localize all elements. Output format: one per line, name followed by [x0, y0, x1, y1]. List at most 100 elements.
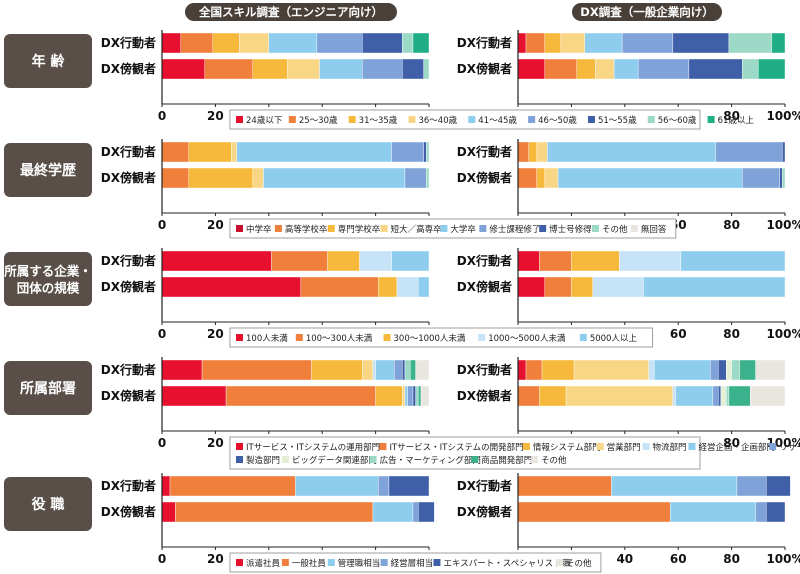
- section-label-box: [4, 143, 92, 197]
- legend-swatch: [688, 443, 696, 450]
- legend-swatch: [522, 443, 530, 450]
- legend-label: 博士号修得: [549, 224, 592, 235]
- bar-segment: [252, 167, 264, 189]
- legend-swatch: [295, 334, 303, 341]
- bar-segment: [728, 32, 772, 54]
- panel-dx-survey: DX行動者DX傍観者020406080100%: [457, 248, 800, 341]
- bar-segment: [715, 141, 783, 163]
- legend-label: ビッグデータ関連部門: [292, 455, 377, 466]
- x-tick-label: 80: [723, 436, 740, 450]
- legend-label: 24歳以下: [246, 115, 283, 126]
- bar-segment: [517, 359, 527, 381]
- legend-label: 100人未満: [246, 333, 288, 344]
- bar-segment: [188, 167, 253, 189]
- legend-label: 製造部門: [246, 455, 280, 466]
- panel-dx-survey: DX行動者DX傍観者020406080100%: [457, 30, 800, 123]
- row-label: DX行動者: [457, 35, 512, 50]
- bar-segment: [295, 475, 379, 497]
- bar-segment: [410, 359, 416, 381]
- bar-segment: [378, 276, 398, 298]
- bar-segment: [359, 250, 392, 272]
- legend-swatch: [647, 116, 655, 123]
- bar-segment: [225, 385, 376, 407]
- legend-label: 1000～5000人未満: [488, 333, 566, 344]
- row-label: DX行動者: [457, 362, 512, 377]
- panel-skill-survey: DX行動者DX傍観者020406080100%: [101, 30, 448, 123]
- bar-segment: [404, 385, 408, 407]
- legend-label: 100～300人未満: [306, 333, 373, 344]
- legend: ITサービス・ITシステムの運用部門 ITサービス・ITシステムの開発部門 情報シス…: [229, 436, 800, 470]
- bar-segment: [161, 32, 181, 54]
- bar-segment: [672, 385, 676, 407]
- legend-label: エキスパート・スペシャリスト職: [443, 559, 570, 569]
- legend-label: 46～50歳: [538, 115, 577, 126]
- section-label-box: [4, 361, 92, 415]
- legend-swatch: [236, 443, 243, 450]
- bar-segment: [161, 475, 171, 497]
- right-title: DX調査（一般企業向け）: [580, 5, 713, 19]
- legend-label: 経営企画・企画部門: [698, 442, 775, 453]
- legend-swatch: [236, 559, 243, 566]
- legend-swatch: [630, 225, 638, 232]
- section-3: 所属する企業・団体の規模DX行動者DX傍観者020406080100%DX行動者…: [4, 248, 800, 348]
- bar-segment: [404, 167, 427, 189]
- legend-swatch: [579, 334, 587, 341]
- bar-segment: [372, 359, 376, 381]
- legend-label: 営業部門: [607, 442, 641, 453]
- bar-segment: [525, 359, 543, 381]
- legend-label: 一般社員: [292, 558, 327, 569]
- legend-swatch: [596, 443, 604, 450]
- bar-segment: [643, 276, 786, 298]
- bar-segment: [680, 250, 786, 272]
- bar-segment: [517, 385, 540, 407]
- section-2: 最終学歴DX行動者DX傍観者020406080100%DX行動者DX傍観者020…: [4, 139, 800, 239]
- section-5: 役 職DX行動者DX傍観者020406080100%DX行動者DX傍観者0204…: [4, 473, 800, 573]
- row-label: DX傍観者: [101, 170, 156, 185]
- bar-segment: [648, 359, 655, 381]
- bar-segment: [394, 359, 403, 381]
- legend-label: 61歳以上: [718, 115, 755, 126]
- x-tick-label: 0: [158, 552, 166, 566]
- x-tick-label: 80: [723, 109, 740, 123]
- row-label: DX傍観者: [101, 279, 156, 294]
- legend-label: 大学卒: [450, 224, 476, 235]
- legend-swatch: [236, 456, 243, 463]
- bar-segment: [407, 385, 414, 407]
- legend-swatch: [379, 443, 387, 450]
- bar-segment: [726, 385, 730, 407]
- legend-label: 300～1000人未満: [394, 333, 466, 344]
- legend-swatch: [327, 225, 335, 232]
- bar-segment: [316, 32, 363, 54]
- legend-swatch: [433, 559, 441, 566]
- bar-segment: [161, 250, 272, 272]
- bar-segment: [766, 475, 791, 497]
- panel-dx-survey: DX行動者DX傍観者020406080100%: [457, 139, 800, 232]
- bar-segment: [236, 141, 392, 163]
- bar-segment: [544, 32, 561, 54]
- section-label-text: 所属する企業・: [4, 264, 92, 279]
- legend-label: リサーチ・コンサル部門: [779, 442, 800, 453]
- bar-segment: [619, 250, 682, 272]
- bar-segment: [621, 32, 674, 54]
- bar-segment: [720, 385, 727, 407]
- legend-swatch: [539, 225, 547, 232]
- row-label: DX行動者: [101, 253, 156, 268]
- x-tick-label: 100%: [766, 552, 800, 566]
- legend-label: 経営層相当: [391, 558, 434, 569]
- bar-segment: [592, 276, 644, 298]
- bar-segment: [637, 58, 690, 80]
- x-tick-label: 40: [616, 552, 633, 566]
- legend-swatch: [592, 225, 600, 232]
- section-1: 年 齢DX行動者DX傍観者020406080100%DX行動者DX傍観者0204…: [4, 30, 800, 130]
- legend-label: 5000人以上: [590, 334, 638, 344]
- legend-swatch: [642, 443, 650, 450]
- bar-segment: [161, 359, 203, 381]
- legend-box: [229, 218, 677, 239]
- legend-swatch: [236, 116, 243, 123]
- bar-segment: [731, 359, 740, 381]
- panel-dx-survey: DX行動者DX傍観者020406080100%: [457, 473, 800, 566]
- bar-segment: [517, 141, 529, 163]
- legend-label: その他: [602, 224, 628, 235]
- legend-swatch: [531, 456, 539, 463]
- bar-segment: [362, 58, 403, 80]
